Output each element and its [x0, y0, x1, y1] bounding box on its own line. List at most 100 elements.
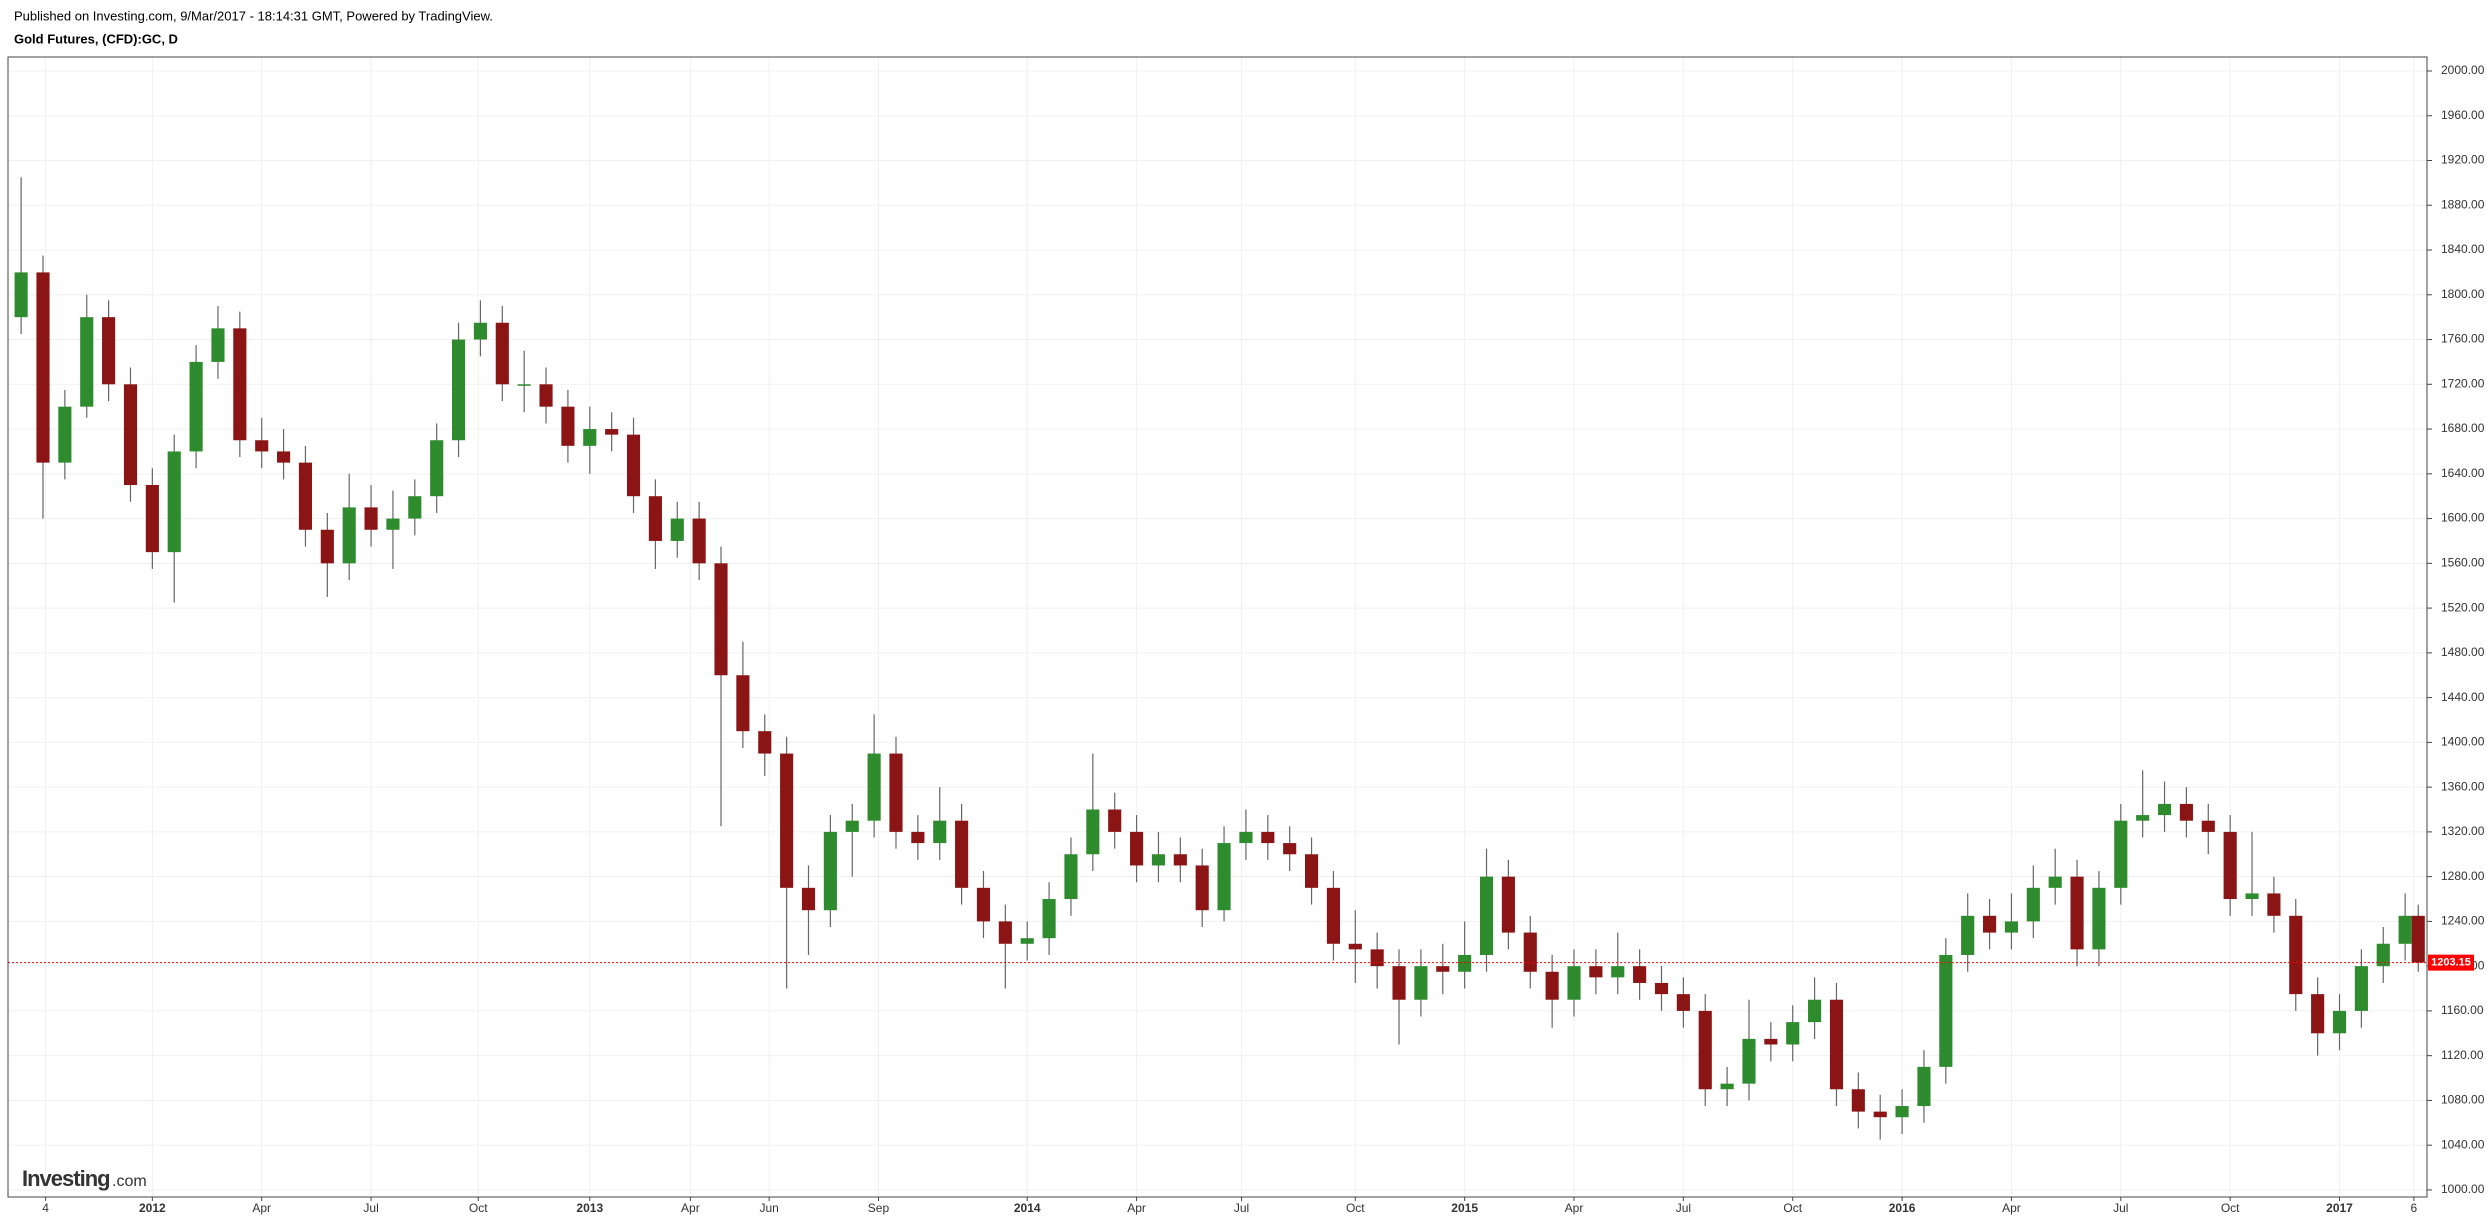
candle-body [451, 339, 466, 441]
y-tick-label: 1000.00 [2441, 1182, 2485, 1196]
candle-body [1501, 876, 1515, 933]
x-tick-label: Jul [2113, 1201, 2128, 1215]
x-tick-label: Apr [1127, 1201, 1146, 1215]
y-tick-label: 1720.00 [2441, 376, 2485, 390]
candle-body [780, 753, 794, 888]
candle-body [758, 731, 772, 754]
candle-body [123, 384, 138, 486]
candle-body [145, 485, 159, 553]
y-tick-label: 1600.00 [2441, 511, 2485, 525]
y-tick-label: 1040.00 [2441, 1137, 2485, 1151]
y-tick-label: 1560.00 [2441, 556, 2485, 570]
candle-body [1829, 999, 1844, 1090]
candle-body [495, 322, 509, 385]
x-tick-label: 2014 [1014, 1201, 1041, 1215]
candle-body [473, 322, 487, 340]
candle-body [1042, 899, 1056, 939]
y-tick-label: 1880.00 [2441, 197, 2485, 211]
candle-body [298, 462, 313, 530]
x-tick-label: 2013 [576, 1201, 603, 1215]
candle-body [1064, 854, 1078, 900]
candle-body [1808, 999, 1822, 1023]
candle-body [1239, 831, 1253, 844]
candle-body [211, 328, 225, 362]
x-tick-label: 6 [2411, 1201, 2418, 1215]
y-tick-label: 1960.00 [2441, 108, 2485, 122]
candle-body [2311, 994, 2325, 1034]
candle-body [1851, 1089, 1865, 1112]
x-tick-label: Oct [1346, 1201, 1365, 1215]
candle-body [2004, 921, 2019, 933]
candle-body [1939, 954, 1953, 1067]
x-tick-label: Jul [1234, 1201, 1249, 1215]
candle-body [233, 328, 247, 441]
candle-body [14, 272, 28, 318]
candle-body [2092, 887, 2106, 950]
x-tick-label: Oct [1783, 1201, 1802, 1215]
candle-body [823, 831, 837, 911]
y-tick-label: 1520.00 [2441, 600, 2485, 614]
y-tick-label: 1840.00 [2441, 242, 2485, 256]
candle-body [1545, 971, 1559, 1000]
x-tick-label: Oct [2221, 1201, 2240, 1215]
candle-body [2376, 943, 2390, 967]
x-tick-label: Apr [252, 1201, 271, 1215]
candle-body [1654, 982, 1669, 995]
candles [8, 177, 2427, 1140]
candle-body [845, 820, 859, 832]
candle-body [1458, 954, 1472, 972]
candle-body [1414, 966, 1428, 1000]
candle-body [2289, 915, 2303, 995]
y-tick-label: 1160.00 [2441, 1003, 2484, 1017]
candle-body [1304, 854, 1319, 888]
last-price-box [2428, 954, 2474, 971]
candle-body [1195, 865, 1209, 911]
candle-body [364, 507, 378, 530]
candle-body [2223, 831, 2237, 900]
x-tick-label: Sep [868, 1201, 890, 1215]
candle-body [408, 496, 422, 519]
candle-body [80, 317, 94, 407]
candle-body [583, 429, 597, 446]
candle-body [561, 406, 575, 446]
candle-body [58, 406, 72, 463]
candle-body [648, 496, 662, 541]
candle-body [539, 384, 553, 407]
candle-body [1392, 966, 1406, 1000]
header: Published on Investing.com, 9/Mar/2017 -… [14, 8, 493, 23]
candle-body [2179, 803, 2193, 821]
candle-body [1436, 966, 1450, 972]
logo-brand: Investing [22, 1166, 110, 1191]
x-tick-label: Apr [1565, 1201, 1584, 1215]
candle-body [1698, 1010, 1712, 1090]
last-price-label: 1203.15 [2431, 957, 2471, 969]
candle-body [1633, 966, 1647, 983]
candle-body [1611, 966, 1625, 978]
candle-body [714, 563, 728, 676]
candle-body [605, 429, 619, 435]
y-tick-label: 1440.00 [2441, 690, 2485, 704]
candle-body [1895, 1106, 1909, 1118]
y-tick-label: 1480.00 [2441, 645, 2485, 659]
candle-body [2157, 803, 2172, 816]
candle-body [1676, 994, 1690, 1011]
candle-body [2026, 887, 2040, 922]
candle-body [889, 753, 903, 832]
candle-body [1326, 887, 1340, 944]
candle-body [517, 384, 531, 386]
candle-body [1589, 966, 1603, 978]
candle-body [2411, 915, 2425, 963]
candle-body [933, 820, 947, 844]
y-tick-label: 1760.00 [2441, 332, 2485, 346]
candle-body [1086, 809, 1100, 855]
plot-frame [7, 56, 2428, 1198]
candle-body [1764, 1038, 1778, 1045]
candle-body [1523, 932, 1537, 972]
y-tick-label: 1080.00 [2441, 1093, 2485, 1107]
y-tick-label: 1240.00 [2441, 914, 2485, 928]
candle-body [1873, 1111, 1887, 1118]
candle-body [1786, 1022, 1800, 1045]
candle-body [2245, 893, 2259, 900]
